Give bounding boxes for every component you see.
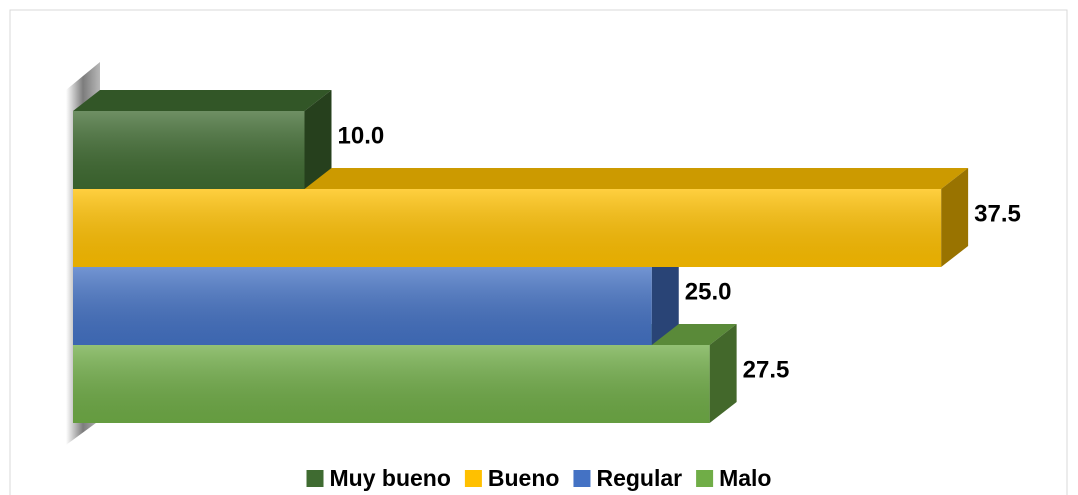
bar-shine — [73, 345, 710, 423]
bar-shine — [73, 189, 942, 267]
legend-label: Muy bueno — [330, 465, 451, 491]
legend-label: Bueno — [488, 465, 560, 491]
legend-label: Malo — [719, 465, 771, 491]
bar-side — [304, 90, 332, 189]
bar-top — [73, 90, 332, 111]
legend-label: Regular — [596, 465, 682, 491]
bar-side — [651, 246, 679, 345]
legend-swatch — [696, 470, 714, 487]
data-label: 25.0 — [685, 278, 732, 305]
bar-shine — [73, 267, 652, 345]
bar-side — [941, 168, 969, 267]
data-label: 27.5 — [743, 356, 790, 383]
legend-swatch — [573, 470, 591, 487]
bar-side — [709, 324, 737, 423]
bar-shine — [73, 111, 305, 189]
legend-swatch — [464, 470, 482, 487]
data-label: 10.0 — [338, 122, 385, 149]
legend-swatch — [306, 470, 324, 487]
data-label: 37.5 — [974, 200, 1021, 227]
